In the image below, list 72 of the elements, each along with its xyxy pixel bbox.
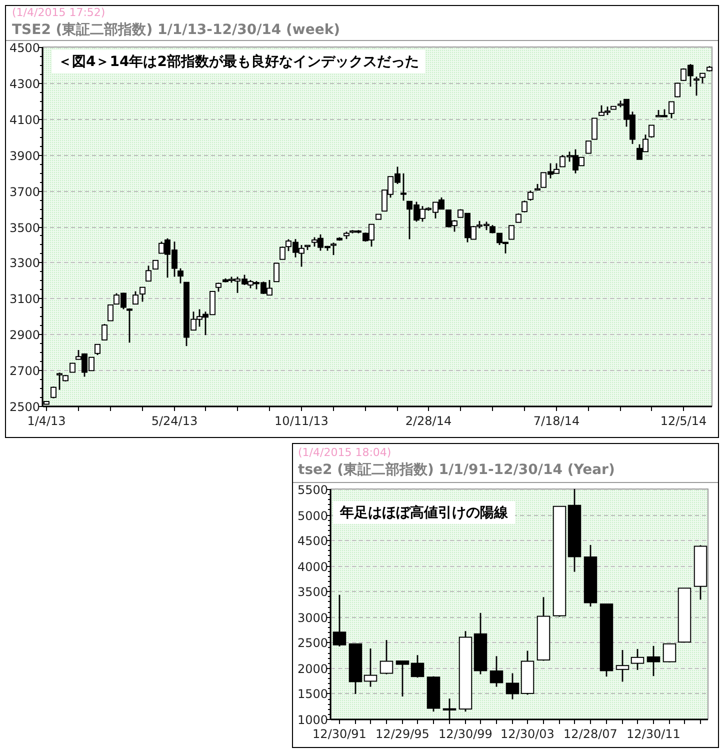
x-tick-label: 10/11/13 (274, 414, 328, 428)
annotation: ＜図4＞14年は2部指数が最も良好なインデックスだった (58, 53, 419, 70)
candlestick (668, 101, 674, 119)
candlestick (616, 649, 630, 682)
candlestick (132, 290, 138, 305)
chart-subtitle: (1/4/2015 18:04) (298, 446, 392, 459)
candlestick (50, 386, 56, 399)
y-tick-label: 3900 (9, 149, 40, 163)
y-tick-label: 4100 (9, 113, 40, 127)
y-tick-label: 2500 (9, 400, 40, 414)
candlestick (410, 654, 424, 678)
y-tick-label: 4500 (297, 534, 328, 548)
y-tick-label: 2900 (9, 328, 40, 342)
candlestick (528, 190, 534, 202)
x-tick-label: 2/28/14 (405, 414, 452, 428)
candlestick (94, 344, 100, 356)
candlestick (396, 660, 410, 698)
annotation: 年足はほぼ高値引けの陽線 (339, 504, 509, 521)
y-tick-label: 3700 (9, 185, 40, 199)
chart-title: TSE2 (東証二部指数) 1/1/13-12/30/14 (week) (12, 21, 340, 38)
chart-subtitle: (1/4/2015 17:52) (12, 6, 106, 19)
candlestick (364, 648, 378, 688)
y-tick-label: 3100 (9, 292, 40, 306)
x-tick-label: 1/4/13 (27, 414, 66, 428)
x-tick-label: 12/30/11 (626, 727, 680, 741)
y-tick-label: 5500 (297, 483, 328, 497)
candlestick (630, 648, 644, 671)
y-tick-label: 4500 (9, 41, 40, 55)
x-tick-label: 12/30/03 (500, 727, 554, 741)
x-tick-label: 12/30/91 (312, 727, 366, 741)
chart-title: tse2 (東証二部指数) 1/1/91-12/30/14 (Year) (298, 461, 615, 478)
candlestick (694, 76, 700, 96)
candlestick (646, 645, 660, 677)
candlestick (700, 72, 706, 84)
y-tick-label: 2500 (297, 636, 328, 650)
candlestick (592, 118, 598, 140)
y-tick-label: 2700 (9, 364, 40, 378)
y-tick-label: 3500 (297, 585, 328, 599)
candlestick (146, 264, 152, 282)
x-tick-label: 5/24/13 (151, 414, 198, 428)
candlestick (586, 140, 592, 154)
candlestick (522, 200, 528, 214)
candlestick (108, 304, 114, 322)
y-tick-label: 4300 (9, 77, 40, 91)
x-tick-label: 12/5/14 (660, 414, 707, 428)
candlestick (330, 242, 336, 256)
candlestick (490, 655, 504, 688)
candlestick (178, 268, 184, 284)
y-tick-label: 1000 (297, 713, 328, 727)
candlestick (102, 323, 108, 341)
y-tick-label: 3000 (297, 611, 328, 625)
candlestick (274, 262, 280, 282)
candlestick (508, 225, 514, 240)
y-tick-label: 4000 (297, 560, 328, 574)
candlestick (380, 639, 394, 675)
x-tick-label: 12/29/95 (376, 727, 430, 741)
candlestick (648, 124, 654, 138)
x-tick-label: 12/28/07 (564, 727, 618, 741)
candlestick (140, 286, 146, 302)
x-tick-label: 12/30/99 (438, 727, 492, 741)
y-tick-label: 3300 (9, 256, 40, 270)
candlestick (280, 246, 286, 260)
candlestick (126, 308, 132, 344)
candlestick (400, 172, 406, 202)
y-tick-label: 3500 (9, 221, 40, 235)
x-tick-label: 7/18/14 (533, 414, 580, 428)
candlestick (506, 672, 520, 700)
y-tick-label: 5000 (297, 509, 328, 523)
candlestick (662, 643, 676, 663)
y-tick-label: 2000 (297, 662, 328, 676)
y-tick-label: 1500 (297, 687, 328, 701)
candlestick (674, 82, 680, 98)
